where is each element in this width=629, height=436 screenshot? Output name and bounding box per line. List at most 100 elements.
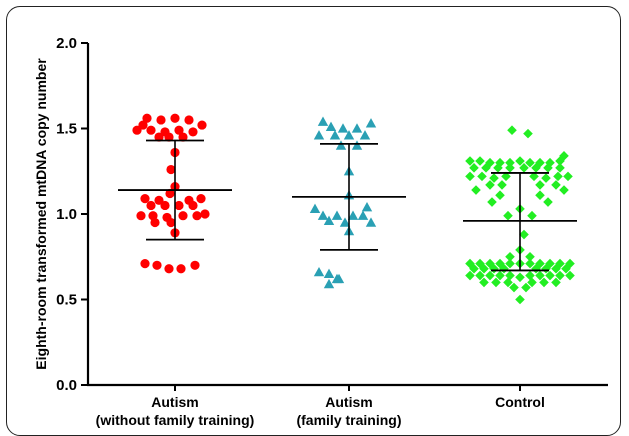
data-point: [535, 270, 545, 281]
data-point: [527, 277, 537, 288]
data-point: [545, 270, 555, 281]
data-point: [541, 263, 551, 274]
data-point: [200, 209, 210, 219]
x-tick-sublabel: (without family training): [96, 412, 255, 428]
data-point: [160, 200, 170, 211]
y-tick-label: 1.5: [56, 121, 77, 138]
x-tick-label: Autism: [325, 394, 372, 410]
data-point: [519, 163, 529, 173]
y-tick-label: 1.0: [56, 206, 77, 223]
data-point: [150, 217, 160, 228]
x-labels: Autism (without family training) Autism (fa…: [96, 385, 545, 428]
data-point: [503, 210, 513, 221]
data-point: [317, 210, 329, 220]
data-point: [529, 171, 539, 182]
data-point: [142, 113, 152, 123]
data-point: [525, 270, 535, 281]
data-point: [535, 190, 545, 200]
data-point: [559, 185, 569, 195]
data-point: [136, 211, 146, 221]
data-point: [329, 130, 341, 140]
data-point: [196, 194, 206, 204]
data-point: [178, 132, 188, 142]
data-point: [475, 156, 485, 166]
data-point: [551, 180, 561, 190]
data-point: [132, 125, 142, 135]
data-point: [541, 173, 551, 183]
data-point: [146, 200, 156, 211]
data-point: [317, 116, 329, 126]
data-point: [535, 180, 545, 190]
data-point: [495, 157, 505, 168]
data-point: [347, 210, 359, 220]
data-point: [475, 270, 485, 281]
data-point: [471, 185, 481, 195]
data-point: [495, 190, 505, 200]
data-point: [531, 163, 541, 173]
data-point: [505, 270, 515, 281]
data-point: [357, 210, 369, 220]
data-point: [495, 258, 505, 269]
data-point: [192, 211, 202, 221]
data-point: [479, 277, 489, 288]
data-point: [359, 130, 371, 140]
data-point: [140, 194, 150, 204]
data-point: [174, 200, 184, 211]
data-point: [539, 277, 549, 288]
data-point: [174, 125, 184, 135]
data-point: [361, 201, 373, 212]
y-axis-label: Eighth-room transformed mtDNA copy numbe…: [33, 58, 49, 370]
data-point: [481, 163, 491, 173]
data-point: [535, 258, 545, 269]
data-point: [465, 156, 475, 166]
data-point: [485, 270, 495, 281]
data-point: [184, 115, 194, 125]
data-point: [351, 123, 363, 133]
data-point: [331, 210, 343, 220]
data-point: [555, 270, 565, 281]
data-point: [551, 263, 561, 274]
data-point: [188, 200, 198, 211]
data-point: [465, 270, 475, 281]
data-point: [505, 163, 515, 173]
y-tick-label: 2.0: [56, 35, 77, 52]
data-point: [190, 260, 200, 270]
data-point: [469, 163, 479, 173]
data-point: [337, 123, 349, 133]
data-point: [138, 120, 148, 130]
error-bars: [118, 139, 577, 272]
data-point: [521, 282, 531, 293]
data-point: [487, 197, 497, 207]
data-point: [351, 140, 363, 150]
data-point: [166, 217, 176, 228]
data-point: [525, 258, 535, 269]
data-point: [551, 277, 561, 288]
data-point: [477, 171, 487, 182]
data-point: [523, 128, 533, 139]
data-point: [509, 282, 519, 293]
data-point: [545, 157, 555, 168]
data-point: [505, 258, 515, 269]
data-point: [531, 263, 541, 274]
data-point: [503, 277, 513, 288]
data-point: [527, 210, 537, 221]
data-point: [543, 163, 553, 173]
data-point: [475, 258, 485, 269]
data-point: [154, 195, 164, 205]
data-point: [515, 272, 525, 283]
data-point: [323, 215, 335, 225]
data-point: [489, 173, 499, 183]
data-point: [561, 263, 571, 274]
data-point: [188, 127, 198, 137]
data-point: [178, 211, 188, 221]
x-tick-label: Control: [495, 394, 545, 410]
data-point: [545, 258, 555, 269]
data-points: [132, 113, 575, 305]
x-tick-label: Autism: [151, 394, 198, 410]
y-tick-label: 0.0: [56, 377, 77, 394]
data-point: [563, 171, 573, 182]
data-point: [335, 140, 347, 150]
data-point: [365, 118, 377, 128]
data-point: [140, 258, 150, 269]
data-point: [309, 203, 321, 214]
